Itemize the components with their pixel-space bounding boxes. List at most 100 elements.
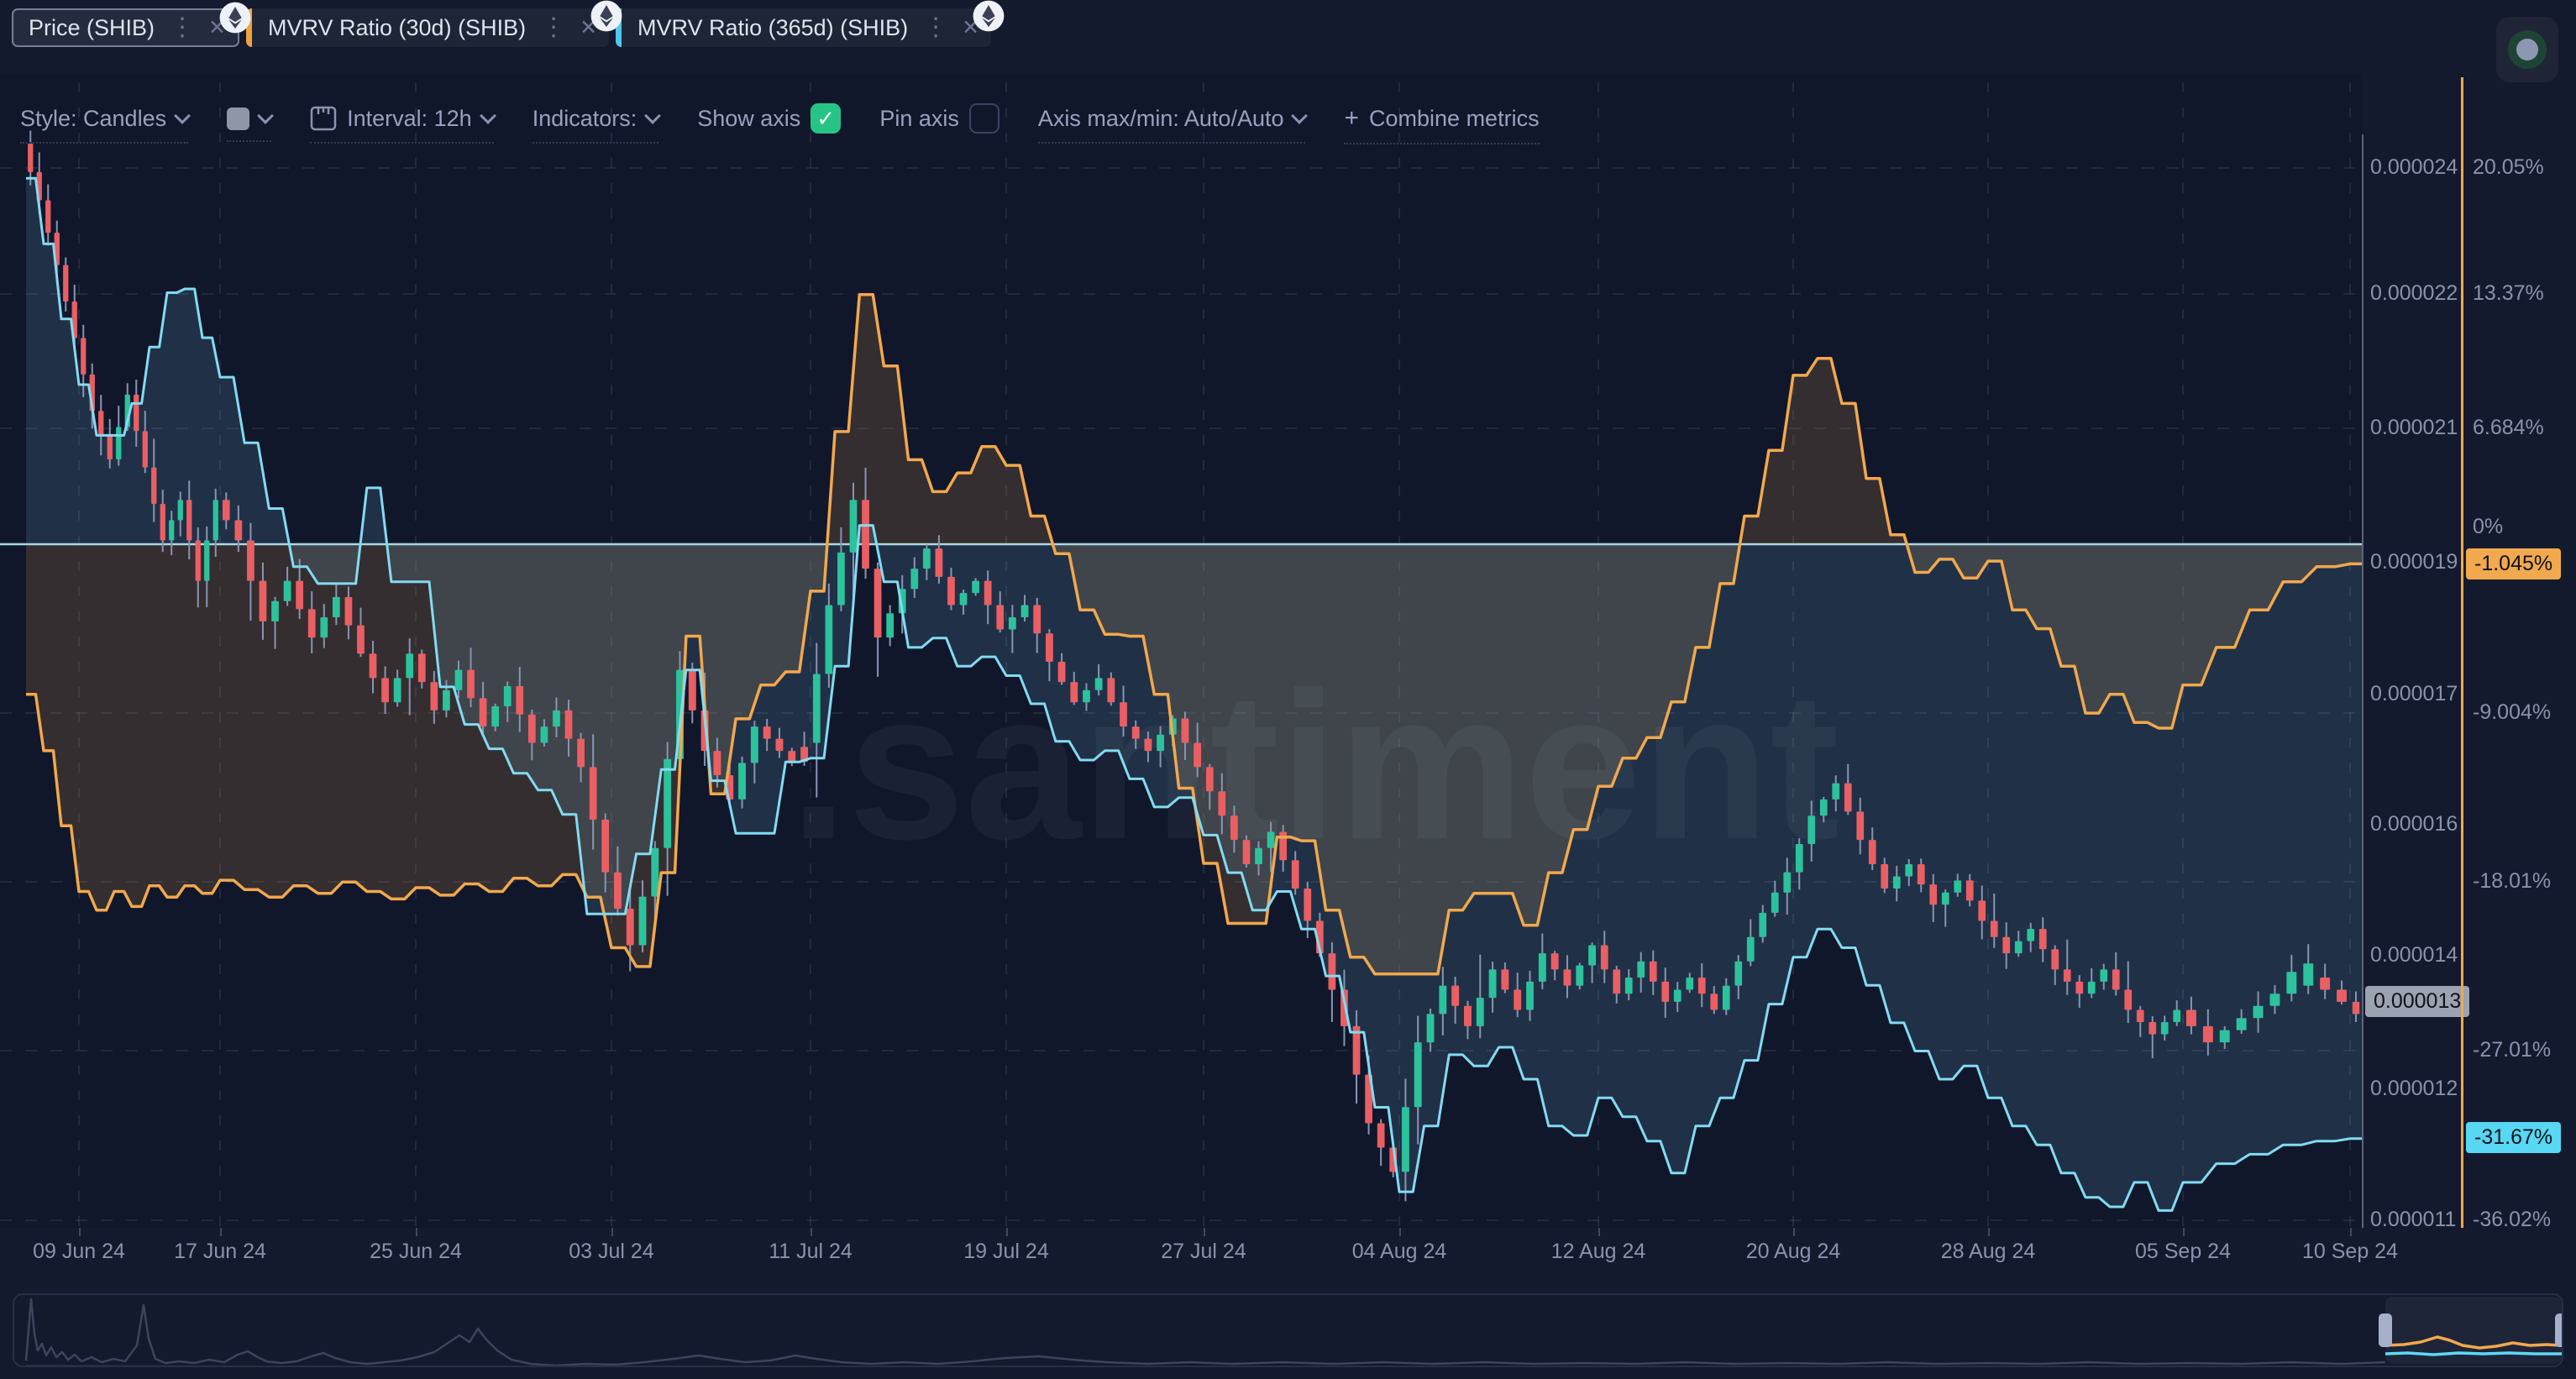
tab-mvrv-365d-shib[interactable]: MVRV Ratio (365d) (SHIB) ⋮ ✕ (616, 8, 991, 47)
pin-axis-checkbox[interactable] (969, 103, 999, 134)
date-tick-label: 09 Jun 24 (33, 1240, 125, 1264)
navigator[interactable] (13, 1293, 2563, 1367)
show-axis-checkbox[interactable]: ✓ (811, 103, 841, 134)
candle-body (1918, 864, 1925, 884)
candle-body (1145, 739, 1152, 751)
candle-body (2161, 1022, 2169, 1034)
candle-body (1832, 784, 1839, 800)
candle-body (2173, 1010, 2180, 1022)
candle-body (394, 678, 401, 702)
candle-body (813, 674, 821, 743)
candle-body (504, 686, 512, 706)
candle-body (1637, 962, 1645, 978)
candle-body (247, 540, 254, 580)
price-tick-label: 0.000016 (2370, 812, 2458, 836)
candle-body (947, 577, 955, 606)
candle-body (2237, 1018, 2247, 1030)
candle-body (1881, 864, 1888, 889)
candle-body (381, 678, 389, 702)
axis-maxmin-select[interactable]: Axis max/min: Auto/Auto (1038, 106, 1306, 144)
tab-menu-icon[interactable]: ⋮ (170, 15, 195, 40)
candle-body (1132, 726, 1140, 738)
interval-select[interactable]: Interval: 12h (310, 106, 494, 144)
tab-menu-icon[interactable]: ⋮ (541, 15, 566, 40)
candle-body (1698, 978, 1706, 994)
candle-body (1966, 880, 1974, 900)
candle-body (1304, 889, 1311, 921)
brush-handle-left[interactable] (2379, 1313, 2392, 1347)
candle-body (480, 698, 487, 726)
pin-axis-label: Pin axis (879, 106, 959, 132)
check-icon: ✓ (816, 106, 835, 132)
candle-body (1194, 742, 1201, 767)
chevron-down-icon (644, 107, 661, 124)
candle-body (234, 520, 242, 540)
candle-body (528, 715, 536, 743)
candle-body (590, 767, 597, 820)
candle-body (1747, 937, 1755, 962)
candle-body (2051, 949, 2059, 969)
candle-body (2269, 994, 2280, 1005)
price-tick-label: 0.000012 (2370, 1077, 2458, 1101)
date-tick-mark (416, 1228, 417, 1236)
date-tick-label: 28 Aug 24 (1941, 1240, 2036, 1264)
candle-body (996, 606, 1004, 630)
candle-body (1489, 969, 1497, 998)
tab-menu-icon[interactable]: ⋮ (923, 15, 948, 40)
candle-body (850, 500, 858, 553)
brush-handle-right[interactable] (2555, 1313, 2562, 1347)
candle-body (2075, 982, 2083, 994)
candle-body (1723, 986, 1730, 1010)
candle-body (1734, 962, 1742, 986)
candle-body (1255, 848, 1262, 864)
axis-line (2461, 77, 2463, 1228)
candle-body (2220, 1030, 2230, 1042)
candle-body (357, 626, 365, 654)
ruler-icon (310, 106, 337, 131)
price-tick-label: 0.000017 (2370, 682, 2458, 706)
indicators-select[interactable]: Indicators: (533, 106, 659, 144)
show-axis-toggle[interactable]: Show axis ✓ (697, 103, 841, 145)
navigator-mvrv-365d-line (2385, 1353, 2562, 1355)
date-tick-mark (1399, 1228, 1401, 1236)
tab-mvrv-30d-shib[interactable]: MVRV Ratio (30d) (SHIB) ⋮ ✕ (246, 8, 609, 47)
candle-body (1464, 1006, 1472, 1026)
candle-body (1501, 969, 1508, 989)
tab-label: MVRV Ratio (365d) (SHIB) (637, 15, 908, 41)
candle-body (837, 553, 845, 606)
color-swatch-icon (227, 107, 249, 130)
candle-body (565, 710, 573, 739)
candle-body (1095, 678, 1103, 690)
percent-tick-label: -27.01% (2473, 1038, 2551, 1062)
date-tick-label: 05 Sep 24 (2135, 1240, 2231, 1264)
candle-body (284, 581, 291, 601)
candle-body (713, 751, 721, 775)
percent-tick-label: 6.684% (2473, 416, 2544, 440)
style-select-label: Style: Candles (20, 106, 166, 132)
candle-body (553, 710, 560, 726)
show-axis-label: Show axis (697, 106, 800, 132)
pin-axis-toggle[interactable]: Pin axis (879, 103, 999, 145)
candle-body (491, 706, 499, 726)
candle-body (1157, 735, 1164, 751)
tab-price-shib[interactable]: Price (SHIB) ⋮ ✕ (12, 8, 239, 47)
style-select[interactable]: Style: Candles (20, 106, 188, 144)
candle-body (45, 201, 50, 233)
combine-metrics-button[interactable]: + Combine metrics (1344, 104, 1539, 144)
navigator-canvas[interactable] (14, 1295, 2562, 1366)
date-tick-mark (811, 1228, 812, 1236)
chart-plot[interactable]: .santiment (0, 74, 2362, 1228)
price-tick-label: 0.000014 (2370, 943, 2458, 967)
candle-body (763, 726, 771, 738)
candle-body (1954, 880, 1961, 892)
chevron-down-icon (480, 107, 496, 124)
candle-body (984, 581, 992, 606)
candle-body (467, 670, 475, 699)
candle-body (577, 739, 585, 768)
candle-body (2137, 1010, 2144, 1022)
chart-canvas[interactable]: .santiment (0, 74, 2362, 1228)
color-swatch-select[interactable] (227, 107, 271, 142)
candle-body (1807, 815, 1815, 844)
candle-body (1942, 893, 1949, 904)
price-tick-label: 0.000019 (2370, 550, 2458, 574)
